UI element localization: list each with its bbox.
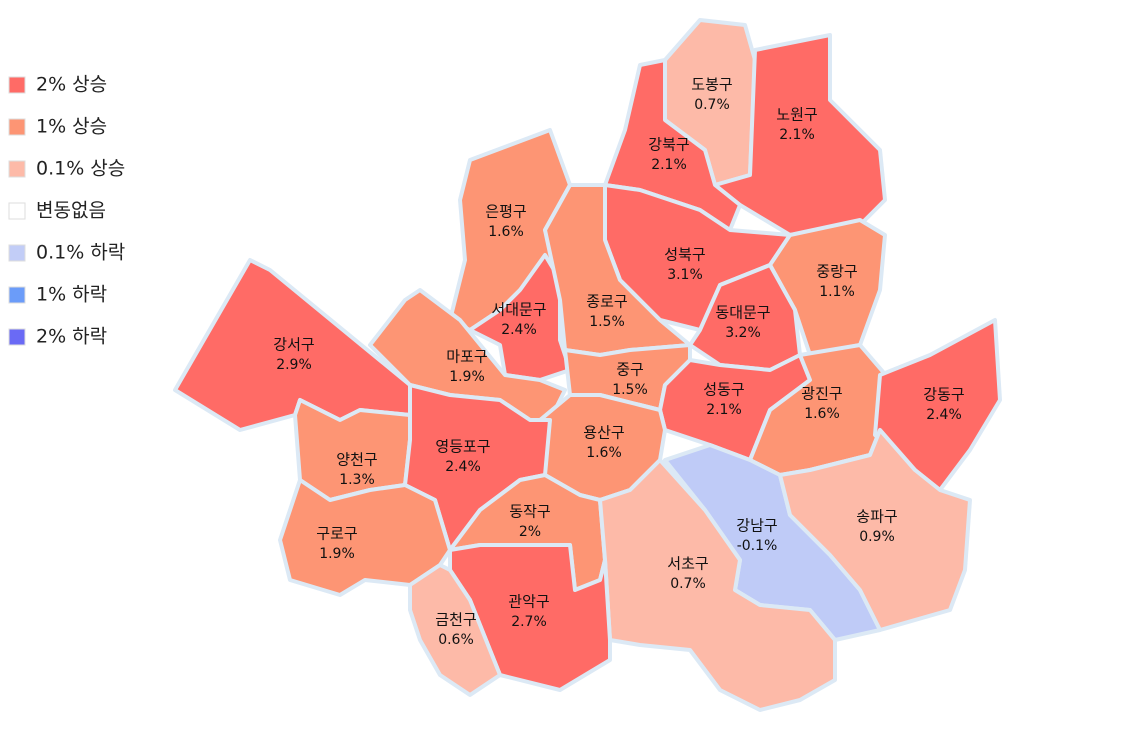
district-name: 송파구 [856, 508, 897, 526]
legend-swatch [8, 118, 26, 136]
legend-swatch [8, 202, 26, 220]
district-name: 은평구 [485, 203, 526, 221]
district-value: 2.1% [779, 127, 815, 143]
district-value: 2.4% [926, 407, 962, 423]
district-value: 2.9% [276, 357, 312, 373]
district-value: 2% [519, 524, 541, 540]
district-name: 관악구 [508, 593, 549, 611]
district-name: 금천구 [435, 611, 476, 629]
district-name: 용산구 [583, 424, 624, 442]
district-shape [408, 563, 502, 697]
district-value: 1.5% [589, 314, 625, 330]
legend-swatch [8, 244, 26, 262]
district-value: 1.6% [488, 224, 524, 240]
district-shape [778, 428, 972, 632]
legend-label: 2% 상승 [36, 74, 107, 96]
district-value: 1.9% [449, 369, 485, 385]
legend-label: 변동없음 [36, 200, 106, 222]
district-name: 구로구 [316, 525, 357, 543]
district-value: 3.1% [667, 267, 703, 283]
district-name: 중구 [616, 361, 644, 379]
district-value: 1.1% [819, 284, 855, 300]
district-value: 2.1% [706, 402, 742, 418]
district-name: 강서구 [273, 336, 314, 354]
district-value: 2.4% [501, 322, 537, 338]
legend-swatch [8, 328, 26, 346]
district-name: 성동구 [703, 381, 744, 399]
district-value: 2.1% [651, 157, 687, 173]
district-value: 0.7% [694, 97, 730, 113]
district-name: 성북구 [664, 246, 705, 264]
district-name: 중랑구 [816, 263, 857, 281]
legend-label: 0.1% 하락 [36, 242, 125, 264]
district-value: 1.6% [586, 445, 622, 461]
district-name: 노원구 [776, 106, 817, 124]
legend-swatch [8, 160, 26, 178]
district-name: 강북구 [648, 136, 689, 154]
district-name: 종로구 [586, 293, 627, 311]
district-value: 3.2% [725, 325, 761, 341]
legend-swatch [8, 76, 26, 94]
district-name: 광진구 [801, 385, 842, 403]
district-name: 강동구 [923, 386, 964, 404]
district-value: 0.9% [859, 529, 895, 545]
district-name: 동작구 [509, 503, 550, 521]
district-value: 2.4% [445, 459, 481, 475]
legend-label: 0.1% 상승 [36, 158, 125, 180]
district-name: 동대문구 [715, 304, 770, 322]
district-name: 마포구 [446, 348, 487, 366]
district-value: 1.5% [612, 382, 648, 398]
district-name: 도봉구 [691, 76, 732, 94]
district-name: 서대문구 [491, 301, 546, 319]
district-shape [468, 253, 572, 382]
district-value: 1.9% [319, 546, 355, 562]
legend-label: 1% 상승 [36, 116, 107, 138]
district-shape [598, 458, 837, 712]
district-value: 1.3% [339, 472, 375, 488]
district-name: 서초구 [667, 555, 708, 573]
district-value: -0.1% [737, 538, 778, 554]
legend-swatch [8, 286, 26, 304]
district-name: 양천구 [336, 451, 377, 469]
districts [173, 18, 1002, 712]
legend-label: 1% 하락 [36, 284, 107, 306]
legend-label: 2% 하락 [36, 326, 107, 348]
district-shape [603, 58, 742, 232]
district-value: 1.6% [804, 406, 840, 422]
district-name: 강남구 [736, 517, 777, 535]
district-name: 영등포구 [435, 438, 490, 456]
district-value: 2.7% [511, 614, 547, 630]
district-value: 0.7% [670, 576, 706, 592]
district-value: 0.6% [438, 632, 474, 648]
